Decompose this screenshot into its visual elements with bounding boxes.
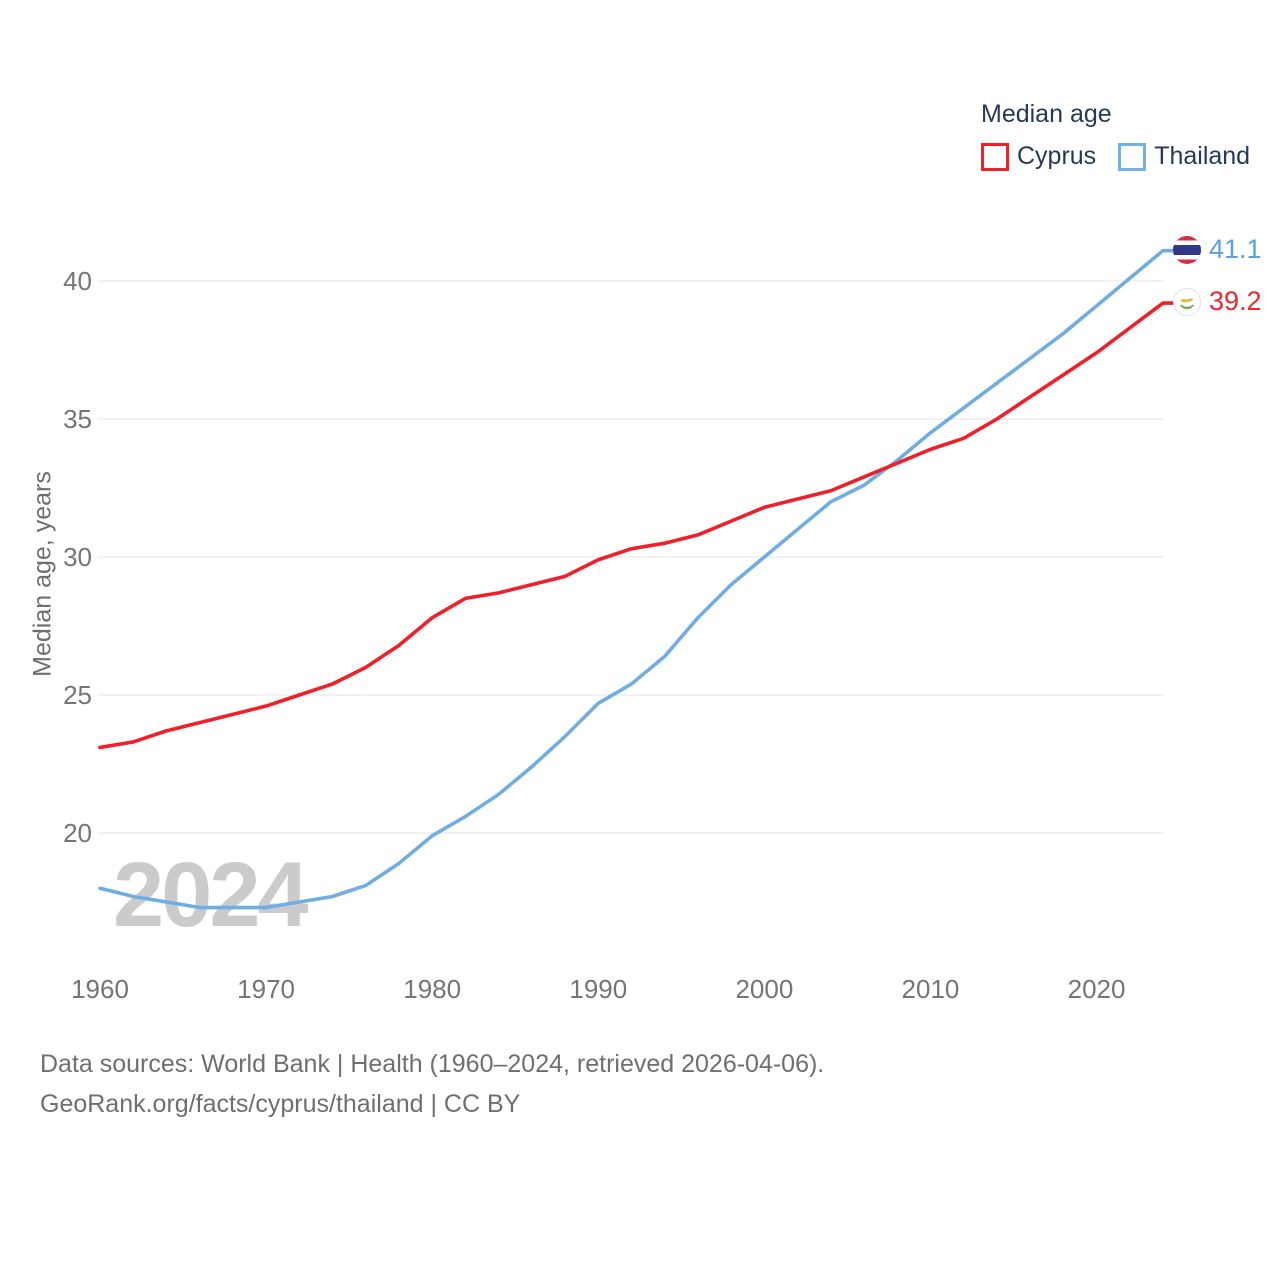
attribution-text: GeoRank.org/facts/cyprus/thailand | CC B… [40, 1090, 521, 1118]
cyprus-end-value: 39.2 [1209, 286, 1262, 316]
legend-item-cyprus[interactable]: Cyprus [981, 142, 1096, 171]
thailand-flag-icon [1173, 235, 1201, 264]
thailand-line[interactable] [98, 248, 1176, 910]
thailand-end-label: 41.1 [1172, 234, 1262, 265]
y-tick-label: 35 [63, 404, 92, 434]
cyprus-line[interactable] [98, 301, 1176, 750]
legend-items: Cyprus Thailand [981, 142, 1250, 171]
x-tick-label: 2000 [735, 974, 794, 1004]
y-tick-label: 40 [63, 266, 92, 296]
data-sources-text: Data sources: World Bank | Health (1960–… [40, 1050, 825, 1078]
legend-label-thailand: Thailand [1154, 142, 1251, 170]
cyprus-flag-icon [1173, 287, 1201, 316]
legend-title: Median age [981, 100, 1112, 128]
footer: Data sources: World Bank | Health (1960–… [40, 1044, 824, 1124]
cyprus-swatch-icon [981, 142, 1009, 171]
x-tick-label: 1970 [237, 974, 296, 1004]
legend-label-cyprus: Cyprus [1017, 142, 1097, 170]
x-tick-label: 2010 [901, 974, 960, 1004]
legend: Median age Cyprus Thailand [981, 100, 1250, 171]
watermark-year: 2024 [113, 844, 309, 946]
x-tick-label: 1980 [403, 974, 462, 1004]
legend-item-thailand[interactable]: Thailand [1118, 142, 1250, 171]
x-tick-label: 1990 [569, 974, 628, 1004]
thailand-end-value: 41.1 [1209, 234, 1262, 264]
y-tick-label: 20 [63, 818, 92, 848]
y-tick-label: 25 [63, 680, 92, 710]
x-tick-label: 2020 [1067, 974, 1126, 1004]
y-tick-label: 30 [63, 542, 92, 572]
thailand-swatch-icon [1118, 142, 1147, 171]
cyprus-end-label: 39.2 [1172, 286, 1262, 317]
x-tick-label: 1960 [71, 974, 129, 1004]
